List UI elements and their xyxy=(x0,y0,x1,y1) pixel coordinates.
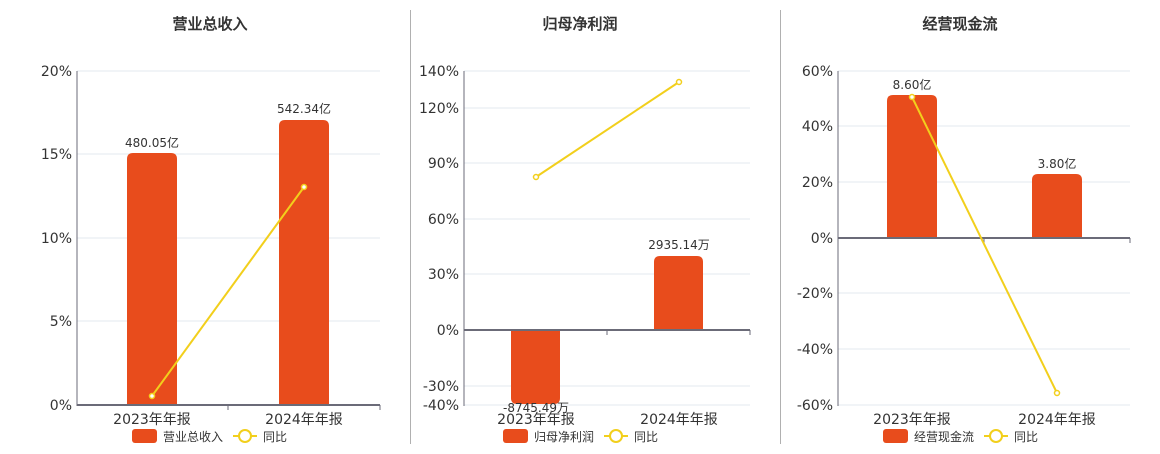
y-tick: 20% xyxy=(802,175,833,191)
x-tick: 2024年年报 xyxy=(640,412,718,428)
legend-label[interactable]: 同比 xyxy=(1014,430,1038,444)
legend-bar-swatch[interactable] xyxy=(503,429,528,443)
bar[interactable] xyxy=(887,95,937,238)
y-tick: 60% xyxy=(428,212,459,228)
y-tick: 120% xyxy=(419,101,459,117)
chart-title: 营业总收入 xyxy=(172,15,247,33)
y-tick: 90% xyxy=(428,156,459,172)
chart-title: 归母净利润 xyxy=(542,15,617,33)
y-tick: 60% xyxy=(802,64,833,80)
legend-bar-swatch[interactable] xyxy=(132,429,157,443)
yoy-line xyxy=(151,186,305,397)
legend-line-swatch[interactable] xyxy=(989,429,1003,443)
legend-label[interactable]: 归母净利润 xyxy=(534,430,594,444)
y-tick: 0% xyxy=(811,231,833,247)
y-tick: -60% xyxy=(797,398,833,414)
bar-label: 2935.14万 xyxy=(648,238,710,252)
legend-label[interactable]: 同比 xyxy=(263,430,287,444)
chart-net-profit: 归母净利润 140% 120% 90% 60% 30% 0% -30% -40%… xyxy=(419,15,751,444)
line-point[interactable] xyxy=(1053,389,1061,397)
x-tick: 2024年年报 xyxy=(265,412,343,428)
panel-divider xyxy=(410,10,411,444)
y-tick: -40% xyxy=(423,398,459,414)
bar[interactable] xyxy=(127,153,177,405)
line-point[interactable] xyxy=(148,392,156,400)
legend-line-swatch[interactable] xyxy=(238,429,252,443)
bar[interactable] xyxy=(654,256,703,330)
panel-divider xyxy=(780,10,781,444)
x-tick: 2023年年报 xyxy=(113,412,191,428)
y-tick: 10% xyxy=(41,231,72,247)
line-point[interactable] xyxy=(532,173,540,181)
bar-label: 3.80亿 xyxy=(1038,156,1077,171)
chart-title: 经营现金流 xyxy=(922,15,997,33)
legend-label[interactable]: 经营现金流 xyxy=(914,429,974,444)
bar-label: 542.34亿 xyxy=(277,101,331,116)
legend-label[interactable]: 同比 xyxy=(634,430,658,444)
legend-label[interactable]: 营业总收入 xyxy=(163,430,223,444)
y-tick: 0% xyxy=(437,323,459,339)
y-tick: 5% xyxy=(50,314,72,330)
y-tick: 0% xyxy=(50,398,72,414)
y-tick: 40% xyxy=(802,119,833,135)
y-tick: 140% xyxy=(419,64,459,80)
legend-line-swatch[interactable] xyxy=(609,429,623,443)
bar[interactable] xyxy=(511,330,560,404)
line-point[interactable] xyxy=(300,183,308,191)
y-tick: 20% xyxy=(41,64,72,80)
chart-revenue: 营业总收入 20% 15% 10% 5% 0% 480.05亿 542.34亿 … xyxy=(0,0,410,450)
yoy-line xyxy=(535,81,680,178)
yoy-line xyxy=(911,96,1058,394)
line-point[interactable] xyxy=(675,78,683,86)
y-tick: 15% xyxy=(41,147,72,163)
x-tick: 2023年年报 xyxy=(873,412,951,428)
bar-label: 480.05亿 xyxy=(125,135,179,150)
x-tick: 2023年年报 xyxy=(497,412,575,428)
bar[interactable] xyxy=(1032,174,1082,238)
bar[interactable] xyxy=(279,120,329,405)
bar-label: -8745.49万 xyxy=(503,401,569,415)
y-tick: -20% xyxy=(797,286,833,302)
y-tick: -30% xyxy=(423,379,459,395)
y-tick: 30% xyxy=(428,267,459,283)
y-tick: -40% xyxy=(797,342,833,358)
line-point[interactable] xyxy=(908,93,916,101)
legend-bar-swatch[interactable] xyxy=(883,429,908,443)
x-tick: 2024年年报 xyxy=(1018,412,1096,428)
bar-label: 8.60亿 xyxy=(893,77,932,92)
